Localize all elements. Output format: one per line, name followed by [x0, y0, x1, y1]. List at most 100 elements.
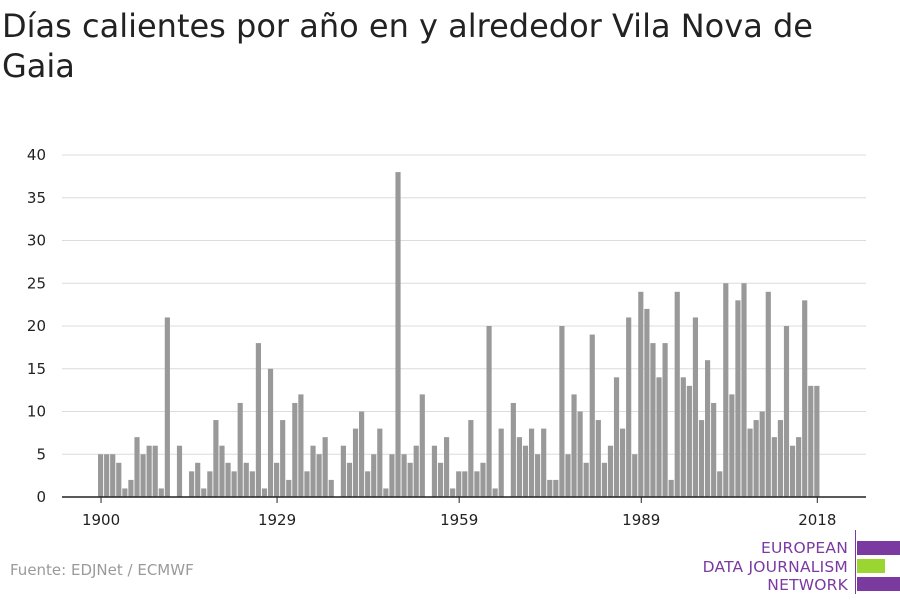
bar-1903 — [116, 462, 122, 497]
bar-1969 — [516, 437, 522, 497]
bar-1970 — [522, 445, 529, 497]
bar-1976 — [559, 326, 565, 497]
bar-1960 — [462, 471, 468, 497]
y-tick-label: 25 — [27, 274, 46, 292]
bar-1973 — [541, 428, 547, 497]
bar-1919 — [213, 420, 219, 497]
bar-1902 — [110, 454, 116, 497]
bars — [98, 172, 820, 497]
bar-1962 — [474, 471, 480, 497]
bar-2001 — [711, 402, 717, 497]
bar-1979 — [577, 411, 583, 497]
bar-1930 — [280, 420, 286, 497]
bar-2006 — [741, 283, 747, 497]
bar-1923 — [237, 402, 243, 497]
logo-line-data-journalism: DATA JOURNALISM — [702, 558, 848, 576]
bar-1992 — [656, 377, 662, 497]
bar-1966 — [498, 428, 504, 497]
bar-1985 — [613, 377, 620, 497]
y-tick-label: 5 — [36, 445, 46, 463]
bar-1936 — [316, 454, 322, 497]
bar-1996 — [680, 377, 686, 497]
bar-1989 — [638, 291, 644, 497]
bar-1968 — [510, 402, 516, 497]
logo-line-network: NETWORK — [767, 576, 848, 594]
bar-1959 — [456, 471, 462, 497]
bar-2018 — [814, 385, 820, 497]
bar-2009 — [759, 411, 765, 497]
bar-1980 — [583, 462, 589, 497]
bar-1951 — [407, 462, 413, 497]
bar-1938 — [328, 479, 334, 497]
bar-1994 — [668, 479, 674, 497]
bar-1905 — [128, 479, 134, 497]
bar-1983 — [601, 462, 607, 497]
bar-1998 — [692, 317, 699, 497]
bar-2000 — [705, 360, 711, 497]
bar-1942 — [352, 428, 359, 497]
bar-1932 — [292, 402, 298, 497]
x-tick-label: 2018 — [798, 511, 836, 529]
bar-1916 — [195, 462, 201, 497]
bar-2002 — [717, 471, 723, 497]
bar-1961 — [468, 420, 474, 497]
bar-1908 — [146, 445, 152, 497]
bar-1988 — [632, 454, 638, 497]
bar-1947 — [383, 488, 389, 497]
source-note: Fuente: EDJNet / ECMWF — [10, 561, 194, 579]
bar-1929 — [274, 462, 280, 497]
bar-1952 — [413, 445, 419, 497]
bar-1904 — [122, 488, 128, 497]
bar-2013 — [783, 326, 790, 497]
bar-1911 — [164, 317, 170, 497]
bar-1933 — [298, 394, 304, 497]
bar-2003 — [723, 283, 729, 497]
y-tick-label: 20 — [27, 317, 46, 335]
bar-1995 — [674, 291, 680, 497]
bar-1974 — [547, 479, 553, 497]
bar-1917 — [201, 488, 207, 497]
bar-1949 — [395, 172, 401, 497]
bar-1910 — [158, 488, 164, 497]
bar-1918 — [207, 471, 213, 497]
bar-1955 — [431, 445, 438, 497]
x-axis-ticks: 1900 1929 1959 1989 2018 — [82, 497, 836, 529]
y-tick-label: 35 — [27, 189, 46, 207]
bar-2007 — [747, 428, 753, 497]
bar-1906 — [134, 437, 140, 497]
y-axis-ticks: 0 5 10 15 20 25 30 35 40 — [27, 146, 46, 506]
bar-1909 — [152, 445, 158, 497]
bar-1990 — [644, 308, 650, 497]
bar-1986 — [620, 428, 626, 497]
y-tick-label: 0 — [36, 488, 46, 506]
bar-1971 — [528, 428, 535, 497]
bar-1978 — [571, 394, 577, 497]
logo-divider — [855, 530, 856, 594]
bar-2012 — [777, 420, 784, 497]
bar-1907 — [140, 454, 146, 497]
bar-1999 — [698, 420, 705, 497]
bar-1991 — [650, 343, 656, 497]
y-tick-label: 10 — [27, 403, 46, 421]
bar-1928 — [267, 368, 274, 497]
bar-1975 — [553, 479, 559, 497]
bar-1934 — [304, 471, 310, 497]
bar-1900 — [98, 454, 104, 497]
bar-1977 — [565, 454, 571, 497]
y-tick-label: 40 — [27, 146, 46, 164]
x-tick-label: 1959 — [440, 511, 478, 529]
bar-1972 — [535, 454, 541, 497]
bar-1943 — [359, 411, 365, 497]
bar-1948 — [389, 454, 395, 497]
bar-2017 — [808, 385, 814, 497]
bar-2016 — [802, 300, 808, 497]
bar-1931 — [286, 479, 292, 497]
y-tick-label: 15 — [27, 360, 46, 378]
y-tick-label: 30 — [27, 232, 46, 250]
x-tick-label: 1989 — [622, 511, 660, 529]
bar-2010 — [765, 291, 771, 497]
bar-1940 — [340, 445, 346, 497]
bar-1950 — [401, 454, 407, 497]
logo-bar-green — [857, 559, 885, 573]
